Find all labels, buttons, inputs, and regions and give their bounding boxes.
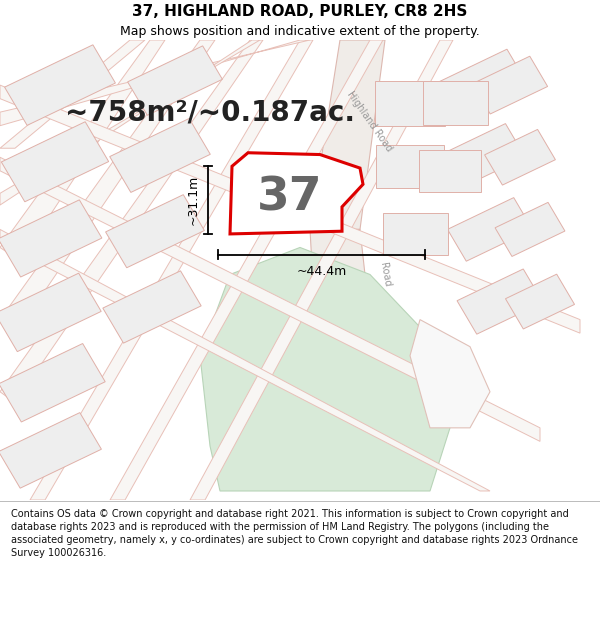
Polygon shape (106, 194, 205, 268)
Text: ~758m²/~0.187ac.: ~758m²/~0.187ac. (65, 98, 355, 126)
Polygon shape (190, 40, 453, 500)
Polygon shape (0, 412, 101, 488)
Polygon shape (110, 119, 210, 192)
Polygon shape (410, 319, 490, 428)
Polygon shape (110, 40, 383, 500)
Polygon shape (103, 271, 201, 343)
Polygon shape (383, 213, 448, 254)
Polygon shape (5, 45, 115, 126)
Polygon shape (0, 273, 101, 352)
Text: 37, HIGHLAND ROAD, PURLEY, CR8 2HS: 37, HIGHLAND ROAD, PURLEY, CR8 2HS (133, 4, 467, 19)
Text: ~31.1m: ~31.1m (187, 175, 200, 225)
Polygon shape (432, 49, 528, 121)
Polygon shape (0, 200, 102, 277)
Polygon shape (0, 85, 580, 333)
Polygon shape (422, 81, 487, 125)
Polygon shape (0, 40, 215, 331)
Polygon shape (230, 152, 363, 234)
Polygon shape (0, 40, 165, 261)
Polygon shape (495, 202, 565, 256)
Polygon shape (0, 229, 490, 491)
Polygon shape (128, 46, 223, 115)
Polygon shape (485, 129, 556, 185)
Polygon shape (505, 274, 575, 329)
Polygon shape (30, 40, 313, 500)
Polygon shape (0, 344, 105, 422)
Text: ~44.4m: ~44.4m (296, 266, 347, 279)
Polygon shape (435, 124, 525, 191)
Polygon shape (376, 144, 444, 188)
Polygon shape (0, 158, 540, 441)
Polygon shape (1, 122, 109, 202)
Polygon shape (457, 269, 543, 334)
Text: Road: Road (378, 262, 392, 288)
Polygon shape (0, 40, 145, 148)
Text: Contains OS data © Crown copyright and database right 2021. This information is : Contains OS data © Crown copyright and d… (11, 509, 578, 558)
Polygon shape (310, 40, 385, 229)
Polygon shape (0, 40, 260, 205)
Polygon shape (472, 56, 548, 114)
Text: Map shows position and indicative extent of the property.: Map shows position and indicative extent… (120, 25, 480, 38)
Polygon shape (448, 198, 532, 261)
Polygon shape (310, 229, 415, 410)
Polygon shape (0, 40, 263, 403)
Polygon shape (375, 81, 445, 126)
Polygon shape (0, 40, 310, 126)
Polygon shape (200, 248, 450, 491)
Text: Highland Road: Highland Road (346, 89, 395, 153)
Text: 37: 37 (257, 176, 323, 221)
Polygon shape (419, 150, 481, 191)
